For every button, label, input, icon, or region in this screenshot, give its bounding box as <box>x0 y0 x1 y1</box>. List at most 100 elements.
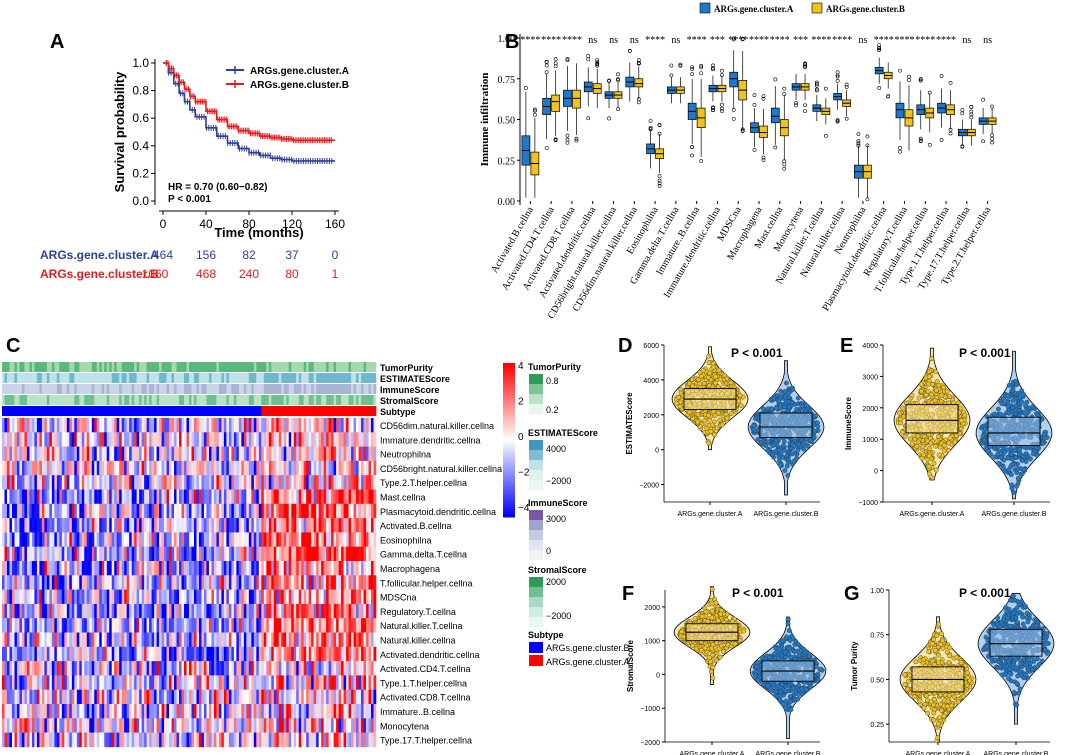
heatmap-cell <box>49 518 53 533</box>
heatmap-cell <box>64 632 68 648</box>
heatmap-cell <box>164 603 167 619</box>
legend-swatch-estimate <box>529 460 543 470</box>
heatmap-cell <box>216 646 220 662</box>
heatmap-cell <box>149 646 152 662</box>
heatmap-cell <box>51 532 55 547</box>
heatmap-annotation-cell <box>223 373 227 383</box>
heatmap-annotation-cell <box>161 406 165 416</box>
heatmap-annotation-cell <box>99 384 103 394</box>
heatmap-cell <box>213 418 217 433</box>
heatmap-annotation-cell <box>169 406 172 416</box>
heatmap-cell <box>253 661 257 676</box>
heatmap-annotation-cell <box>316 395 319 405</box>
heatmap-cell <box>306 518 309 533</box>
heatmap-cell <box>203 632 207 648</box>
heatmap-cell <box>226 432 230 447</box>
heatmap-cell <box>109 546 113 562</box>
heatmap-cell <box>271 532 275 547</box>
heatmap-cell <box>306 575 309 590</box>
heatmap-annotation-cell <box>206 395 210 405</box>
heatmap-cell <box>29 546 33 562</box>
heatmap-cell <box>79 689 83 705</box>
heatmap-cell <box>356 661 359 676</box>
heatmap-annotation-cell <box>341 373 344 383</box>
heatmap-cell <box>99 575 103 590</box>
heatmap-cell <box>34 732 38 748</box>
heatmap-annotation-cell <box>301 395 304 405</box>
heatmap-cell <box>94 475 98 490</box>
heatmap-annotation-cell <box>184 362 187 372</box>
heatmap-cell <box>34 561 38 576</box>
heatmap-cell <box>191 618 195 633</box>
heatmap-cell <box>341 460 344 476</box>
heatmap-cell <box>41 603 45 619</box>
heatmap-cell <box>251 475 255 490</box>
heatmap-cell <box>363 546 367 562</box>
heatmap-cell <box>94 589 98 605</box>
heatmap-cell <box>139 418 142 433</box>
heatmap-cell <box>373 575 377 590</box>
heatmap-cell <box>343 546 347 562</box>
boxplot-significance: *** <box>710 35 725 46</box>
heatmap-cell <box>203 689 207 705</box>
heatmap-annotation-cell <box>191 406 195 416</box>
heatmap-cell <box>131 589 135 605</box>
heatmap-cell <box>136 532 140 547</box>
heatmap-cell <box>263 646 267 662</box>
heatmap-cell <box>61 575 65 590</box>
heatmap-cell <box>343 460 347 476</box>
heatmap-cell <box>368 704 372 719</box>
heatmap-cell <box>111 475 115 490</box>
heatmap-cell <box>228 532 232 547</box>
boxplot-outlier <box>565 58 570 63</box>
heatmap-cell <box>256 632 260 648</box>
heatmap-cell <box>81 675 85 690</box>
heatmap-cell <box>326 503 329 519</box>
heatmap-annotation-cell <box>94 384 98 394</box>
heatmap-cell <box>64 689 68 705</box>
heatmap-cell <box>371 518 374 533</box>
heatmap-annotation-cell <box>79 362 83 372</box>
heatmap-cell <box>96 632 100 648</box>
heatmap-cell <box>129 732 132 748</box>
heatmap-cell <box>151 561 155 576</box>
heatmap-cell <box>233 589 237 605</box>
heatmap-cell <box>169 561 172 576</box>
heatmap-annotation-cell <box>318 406 322 416</box>
heatmap-cell <box>176 718 180 733</box>
heatmap-cell <box>233 503 237 519</box>
heatmap-cell <box>106 603 110 619</box>
heatmap-cell <box>283 589 287 605</box>
heatmap-cell <box>134 432 137 447</box>
heatmap-annotation-cell <box>366 373 369 383</box>
heatmap-cell <box>256 646 260 662</box>
heatmap-colorbar-segment <box>503 499 515 503</box>
heatmap-cell <box>9 646 13 662</box>
heatmap-cell <box>186 432 190 447</box>
heatmap-cell <box>206 704 210 719</box>
heatmap-cell <box>19 460 23 476</box>
heatmap-cell <box>109 518 113 533</box>
heatmap-cell <box>16 432 20 447</box>
heatmap-cell <box>226 518 230 533</box>
heatmap-cell <box>303 561 307 576</box>
heatmap-cell <box>373 732 377 748</box>
heatmap-annotation-cell <box>186 362 190 372</box>
heatmap-cell <box>106 418 110 433</box>
heatmap-cell <box>331 489 334 505</box>
heatmap-cell <box>51 460 55 476</box>
heatmap-cell <box>256 661 260 676</box>
heatmap-cell <box>366 718 369 733</box>
heatmap-cell <box>371 446 374 462</box>
heatmap-annotation-cell <box>281 406 285 416</box>
heatmap-cell <box>213 446 217 462</box>
heatmap-cell <box>223 546 227 562</box>
heatmap-cell <box>26 446 30 462</box>
heatmap-cell <box>343 503 347 519</box>
boxplot-significance: **** <box>832 35 852 46</box>
heatmap-cell <box>238 632 242 648</box>
legend-tick: 2000 <box>546 577 566 587</box>
heatmap-annotation-cell <box>71 406 75 416</box>
heatmap-cell <box>131 518 135 533</box>
heatmap-cell <box>258 460 262 476</box>
